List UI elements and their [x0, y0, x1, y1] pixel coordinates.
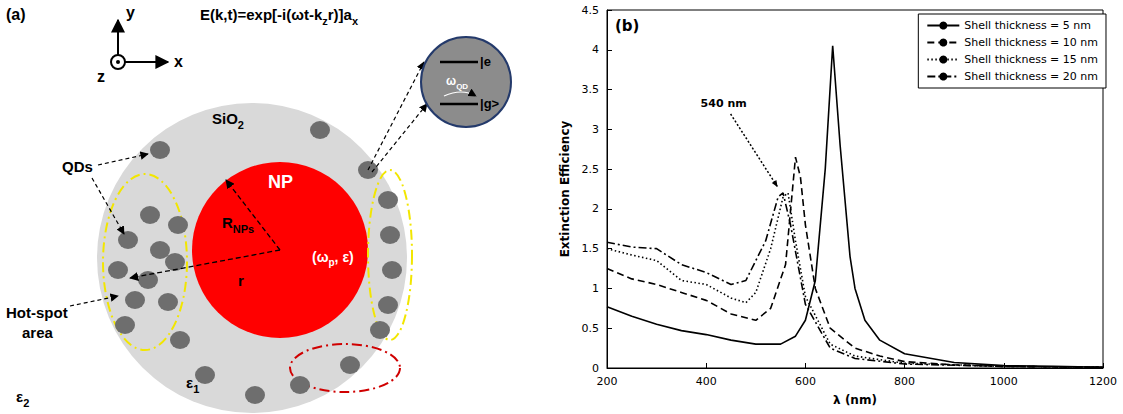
svg-text:540 nm: 540 nm	[701, 97, 747, 110]
svg-text:ε2: ε2	[16, 388, 29, 409]
svg-text:1.5: 1.5	[582, 242, 600, 255]
svg-text:1: 1	[592, 282, 599, 295]
svg-text:4: 4	[592, 43, 599, 56]
svg-text:2.5: 2.5	[582, 163, 600, 176]
svg-text:|e: |e	[480, 54, 491, 69]
svg-text:x: x	[174, 53, 183, 70]
svg-text:2: 2	[592, 202, 599, 215]
svg-text:area: area	[22, 324, 54, 341]
svg-text:(b): (b)	[615, 17, 639, 35]
svg-text:Extinction Efficiency: Extinction Efficiency	[558, 120, 572, 257]
svg-text:200: 200	[597, 375, 618, 388]
svg-text:SiO2: SiO2	[212, 110, 244, 131]
svg-text:|g>: |g>	[480, 96, 500, 111]
svg-text:0: 0	[592, 362, 599, 375]
svg-text:y: y	[126, 4, 135, 21]
svg-text:0.5: 0.5	[582, 322, 600, 335]
svg-text:RNPs: RNPs	[222, 214, 254, 235]
svg-text:r: r	[238, 272, 244, 289]
svg-text:Shell thickness = 20 nm: Shell thickness = 20 nm	[964, 70, 1098, 83]
svg-text:4.5: 4.5	[582, 4, 600, 17]
svg-text:z: z	[97, 68, 105, 85]
svg-text:400: 400	[696, 375, 717, 388]
svg-text:Shell thickness = 5 nm: Shell thickness = 5 nm	[964, 19, 1091, 32]
svg-text:1000: 1000	[990, 375, 1018, 388]
svg-text:3: 3	[592, 123, 599, 136]
svg-text:Hot-spot: Hot-spot	[6, 304, 68, 321]
svg-text:1200: 1200	[1089, 375, 1117, 388]
svg-text:3.5: 3.5	[582, 83, 600, 96]
svg-text:ε1: ε1	[186, 374, 199, 395]
svg-text:E(k,t)=exp[-i(ωt-kzr)]ax: E(k,t)=exp[-i(ωt-kzr)]ax	[200, 6, 359, 27]
svg-text:NP: NP	[268, 172, 293, 192]
svg-text:Shell thickness = 10 nm: Shell thickness = 10 nm	[964, 36, 1098, 49]
svg-text:600: 600	[795, 375, 816, 388]
svg-text:ωQD: ωQD	[446, 74, 468, 91]
svg-text:Shell thickness = 15 nm: Shell thickness = 15 nm	[964, 53, 1098, 66]
svg-text:QDs: QDs	[62, 158, 93, 175]
svg-text:(ωp, ε): (ωp, ε)	[312, 249, 354, 268]
svg-text:800: 800	[894, 375, 915, 388]
svg-text:(a): (a)	[6, 6, 26, 23]
svg-text:λ (nm): λ (nm)	[833, 393, 877, 407]
